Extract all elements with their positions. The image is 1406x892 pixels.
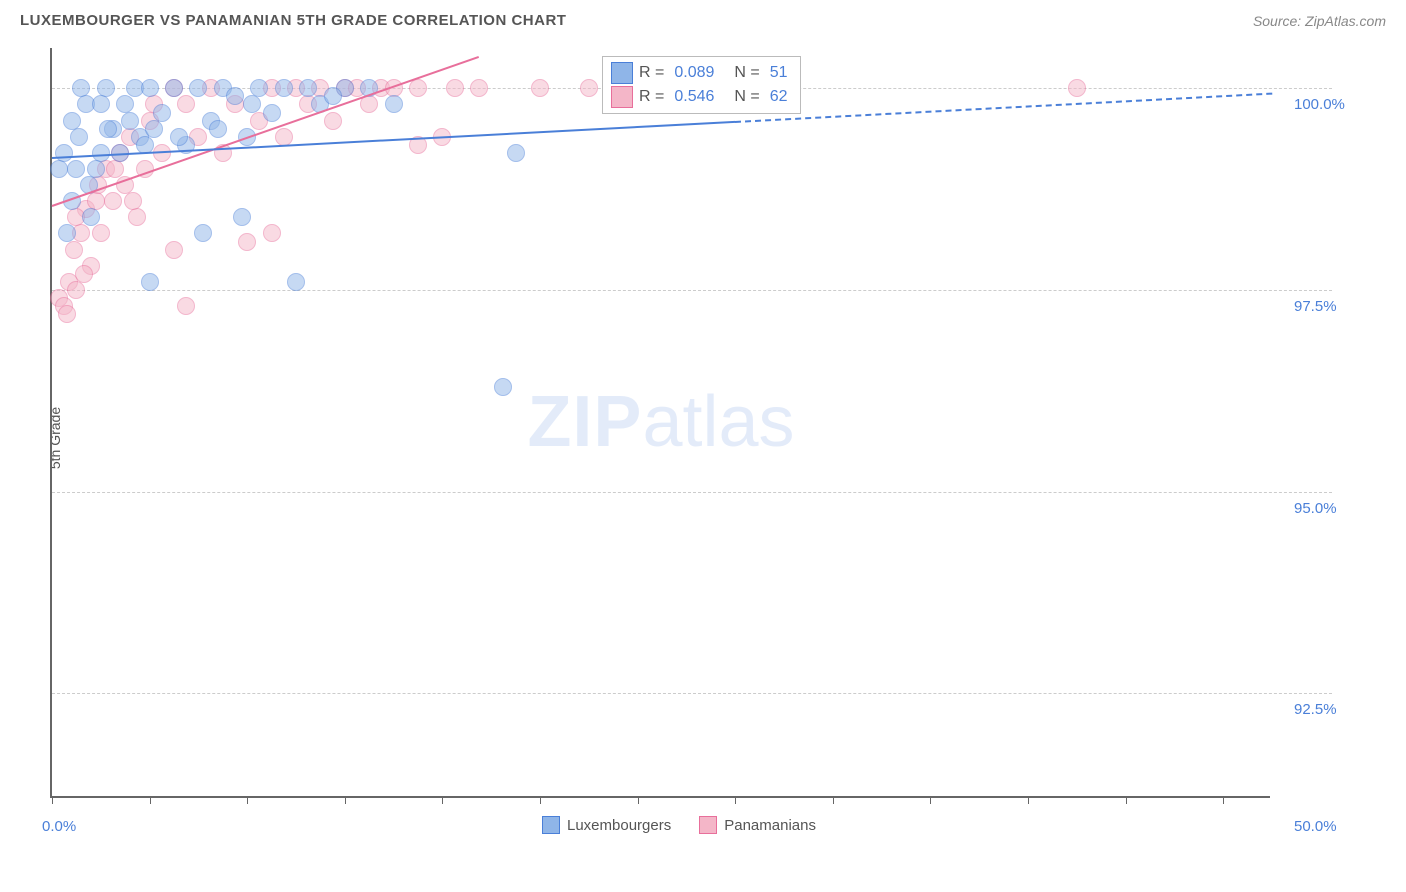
scatter-point — [141, 79, 159, 97]
scatter-point — [1068, 79, 1086, 97]
scatter-point — [99, 120, 117, 138]
scatter-point — [470, 79, 488, 97]
scatter-point — [124, 192, 142, 210]
x-tick — [540, 796, 541, 804]
legend-swatch — [611, 86, 633, 108]
x-tick — [442, 796, 443, 804]
gridline-h — [52, 492, 1332, 493]
scatter-point — [121, 112, 139, 130]
chart-area: 5th Grade ZIPatlas 92.5%95.0%97.5%100.0%… — [50, 48, 1390, 828]
scatter-point — [580, 79, 598, 97]
scatter-point — [446, 79, 464, 97]
scatter-point — [58, 224, 76, 242]
legend-label: Panamanians — [724, 817, 816, 834]
legend-swatch — [611, 62, 633, 84]
x-tick — [930, 796, 931, 804]
scatter-point — [263, 224, 281, 242]
scatter-point — [194, 224, 212, 242]
scatter-point — [58, 305, 76, 323]
scatter-point — [177, 297, 195, 315]
x-tick — [735, 796, 736, 804]
x-tick — [52, 796, 53, 804]
x-tick — [1126, 796, 1127, 804]
r-value: 0.546 — [674, 88, 714, 106]
scatter-point — [324, 87, 342, 105]
scatter-point — [67, 281, 85, 299]
scatter-point — [128, 208, 146, 226]
scatter-point — [141, 273, 159, 291]
scatter-point — [104, 192, 122, 210]
y-tick-label: 95.0% — [1294, 500, 1337, 517]
watermark: ZIPatlas — [527, 381, 794, 463]
scatter-point — [82, 208, 100, 226]
x-tick — [1028, 796, 1029, 804]
scatter-point — [243, 95, 261, 113]
stats-legend: R = 0.089 N = 51 R = 0.546 N = 62 — [602, 56, 801, 114]
scatter-point — [87, 160, 105, 178]
scatter-point — [106, 160, 124, 178]
y-tick-label: 100.0% — [1294, 96, 1345, 113]
x-right-label: 50.0% — [1294, 818, 1337, 835]
scatter-point — [170, 128, 188, 146]
legend-swatch — [542, 816, 560, 834]
scatter-point — [275, 79, 293, 97]
scatter-point — [67, 160, 85, 178]
n-value: 51 — [770, 64, 788, 82]
trend-line — [735, 92, 1272, 122]
scatter-point — [145, 120, 163, 138]
scatter-point — [507, 144, 525, 162]
scatter-point — [177, 95, 195, 113]
legend-item: Panamanians — [699, 816, 816, 834]
y-tick-label: 97.5% — [1294, 298, 1337, 315]
legend-item: Luxembourgers — [542, 816, 671, 834]
x-tick — [638, 796, 639, 804]
scatter-point — [385, 95, 403, 113]
x-left-label: 0.0% — [42, 818, 76, 835]
scatter-point — [494, 378, 512, 396]
scatter-point — [70, 128, 88, 146]
scatter-point — [233, 208, 251, 226]
scatter-point — [165, 241, 183, 259]
chart-source: Source: ZipAtlas.com — [1253, 13, 1386, 29]
r-label: R = — [639, 88, 664, 106]
scatter-point — [409, 79, 427, 97]
scatter-point — [92, 95, 110, 113]
chart-title: LUXEMBOURGER VS PANAMANIAN 5TH GRADE COR… — [20, 12, 566, 29]
scatter-point — [189, 79, 207, 97]
scatter-point — [275, 128, 293, 146]
scatter-point — [287, 273, 305, 291]
stats-legend-row: R = 0.546 N = 62 — [611, 85, 792, 109]
scatter-point — [65, 241, 83, 259]
gridline-h — [52, 693, 1332, 694]
legend-label: Luxembourgers — [567, 817, 671, 834]
gridline-h — [52, 290, 1332, 291]
scatter-point — [299, 79, 317, 97]
stats-legend-row: R = 0.089 N = 51 — [611, 61, 792, 85]
scatter-point — [531, 79, 549, 97]
scatter-point — [209, 120, 227, 138]
y-tick-label: 92.5% — [1294, 701, 1337, 718]
scatter-point — [92, 224, 110, 242]
series-legend: Luxembourgers Panamanians — [542, 816, 816, 834]
plot-region: ZIPatlas 92.5%95.0%97.5%100.0%0.0%50.0%R… — [50, 48, 1270, 798]
x-tick — [247, 796, 248, 804]
n-label: N = — [734, 88, 759, 106]
r-label: R = — [639, 64, 664, 82]
legend-swatch — [699, 816, 717, 834]
scatter-point — [324, 112, 342, 130]
x-tick — [833, 796, 834, 804]
x-tick — [1223, 796, 1224, 804]
scatter-point — [75, 265, 93, 283]
scatter-point — [165, 79, 183, 97]
scatter-point — [263, 104, 281, 122]
x-tick — [150, 796, 151, 804]
n-label: N = — [734, 64, 759, 82]
x-tick — [345, 796, 346, 804]
r-value: 0.089 — [674, 64, 714, 82]
chart-header: LUXEMBOURGER VS PANAMANIAN 5TH GRADE COR… — [0, 0, 1406, 37]
n-value: 62 — [770, 88, 788, 106]
scatter-point — [238, 233, 256, 251]
scatter-point — [226, 87, 244, 105]
scatter-point — [50, 160, 68, 178]
